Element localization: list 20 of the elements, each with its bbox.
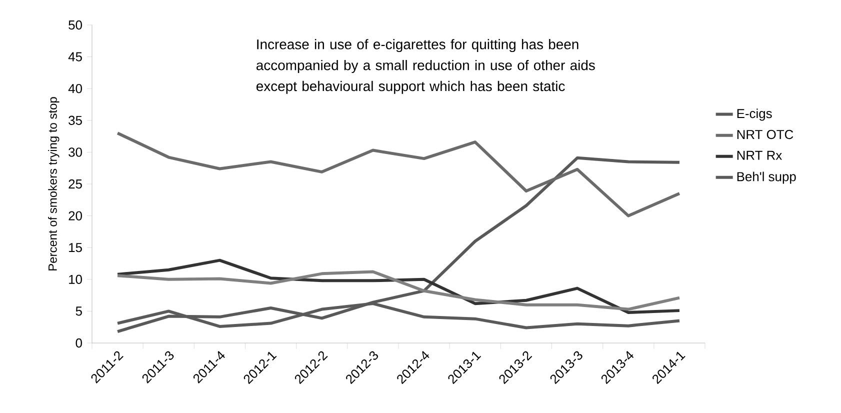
y-tick-label: 45 (68, 52, 82, 62)
line-series (116, 270, 681, 311)
y-tick-label: 50 (68, 20, 82, 30)
y-tick-label: 15 (69, 243, 82, 252)
y-axis-title: Percent of smokers trying to stop (48, 97, 60, 270)
line-series (116, 132, 681, 218)
legend-label: Beh'l supp (737, 172, 796, 184)
y-tick-label: 0 (76, 338, 82, 348)
y-tick-label: 5 (76, 306, 82, 316)
y-tick-label: 30 (68, 148, 82, 157)
legend-label: NRT OTC (737, 130, 794, 140)
y-tick-label: 10 (69, 274, 82, 284)
annotation: Increase in use of e-cigarettes for quitting has been accompanied by a small reduction in use of other aids except behavioural support which has been static (256, 39, 595, 94)
y-tick-label: 35 (68, 116, 82, 125)
legend-label: NRT Rx (737, 150, 782, 160)
legend-label: E-cigs (737, 108, 772, 121)
y-tick-label: 40 (68, 84, 82, 94)
line-series (116, 156, 681, 334)
y-tick-label: 25 (68, 179, 82, 189)
y-tick-label: 20 (68, 211, 82, 220)
